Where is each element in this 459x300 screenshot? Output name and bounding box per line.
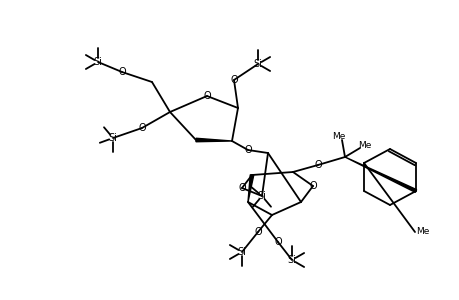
Polygon shape: [247, 175, 253, 202]
Polygon shape: [344, 157, 416, 192]
Text: O: O: [203, 91, 210, 101]
Text: Me: Me: [415, 227, 429, 236]
Text: Si: Si: [237, 247, 246, 257]
Text: Me: Me: [358, 140, 371, 149]
Text: Si: Si: [108, 133, 117, 143]
Text: O: O: [230, 75, 237, 85]
Text: Si: Si: [93, 57, 102, 67]
Text: O: O: [274, 237, 281, 247]
Text: Si: Si: [287, 255, 296, 265]
Text: O: O: [138, 123, 146, 133]
Text: O: O: [238, 183, 245, 193]
Polygon shape: [196, 138, 231, 142]
Text: O: O: [308, 181, 316, 191]
Text: Me: Me: [331, 131, 345, 140]
Text: Si: Si: [253, 59, 262, 69]
Text: O: O: [254, 227, 261, 237]
Text: O: O: [244, 145, 251, 155]
Text: O: O: [118, 67, 126, 77]
Text: O: O: [313, 160, 321, 170]
Text: Si: Si: [257, 191, 266, 201]
